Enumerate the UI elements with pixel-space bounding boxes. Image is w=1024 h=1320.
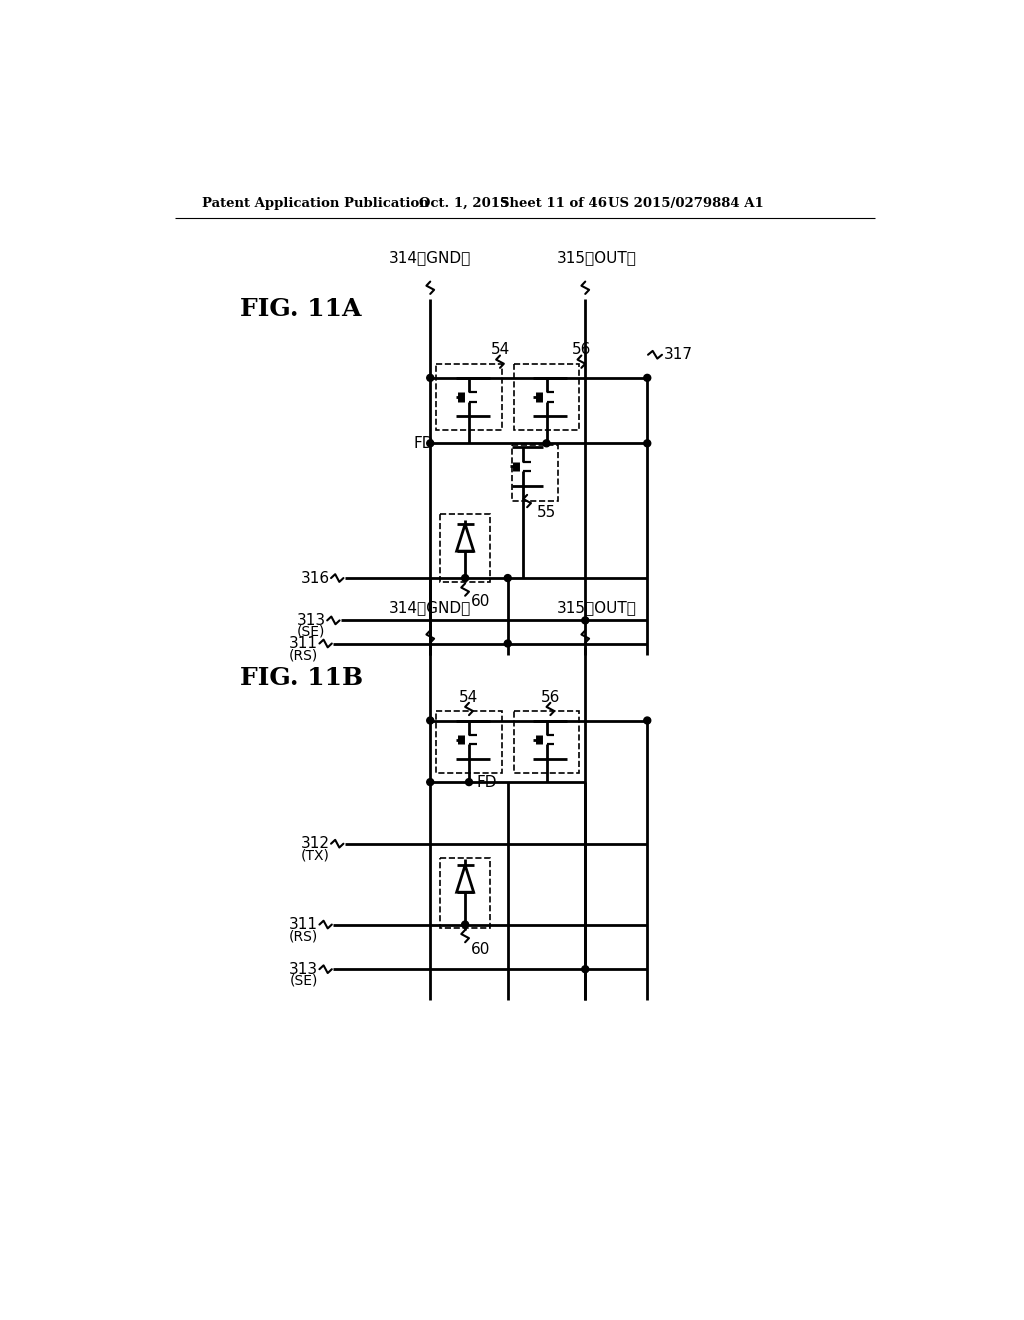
Text: 54: 54 bbox=[490, 342, 510, 356]
Circle shape bbox=[644, 440, 650, 446]
Circle shape bbox=[427, 375, 434, 381]
Bar bbox=[514, 711, 579, 774]
Text: 311: 311 bbox=[289, 917, 317, 932]
Text: (SE): (SE) bbox=[297, 624, 326, 639]
Bar bbox=[514, 364, 579, 430]
Text: FD: FD bbox=[414, 436, 434, 451]
Bar bbox=[436, 711, 502, 774]
Text: Oct. 1, 2015: Oct. 1, 2015 bbox=[419, 197, 509, 210]
Circle shape bbox=[462, 921, 469, 928]
Text: (TX): (TX) bbox=[301, 849, 330, 862]
Text: FIG. 11B: FIG. 11B bbox=[241, 667, 364, 690]
Text: US 2015/0279884 A1: US 2015/0279884 A1 bbox=[608, 197, 764, 210]
Text: 60: 60 bbox=[471, 941, 490, 957]
Bar bbox=[512, 445, 558, 502]
Text: 55: 55 bbox=[537, 506, 556, 520]
Polygon shape bbox=[457, 524, 474, 552]
Text: FD: FD bbox=[477, 775, 498, 789]
Text: 313: 313 bbox=[297, 612, 326, 628]
Text: 316: 316 bbox=[300, 570, 330, 586]
Text: (RS): (RS) bbox=[289, 929, 317, 942]
Bar bbox=[440, 858, 489, 928]
Text: 311: 311 bbox=[289, 636, 317, 651]
Text: 60: 60 bbox=[471, 594, 490, 610]
Circle shape bbox=[462, 574, 469, 582]
Text: 317: 317 bbox=[665, 347, 693, 362]
Text: 315（OUT）: 315（OUT） bbox=[557, 249, 637, 264]
Circle shape bbox=[582, 616, 589, 624]
Circle shape bbox=[504, 574, 511, 582]
Circle shape bbox=[644, 375, 650, 381]
Text: Patent Application Publication: Patent Application Publication bbox=[202, 197, 428, 210]
Text: Sheet 11 of 46: Sheet 11 of 46 bbox=[500, 197, 607, 210]
Text: 312: 312 bbox=[300, 836, 330, 851]
Text: 314（GND）: 314（GND） bbox=[389, 601, 471, 615]
Circle shape bbox=[427, 440, 434, 446]
Circle shape bbox=[504, 640, 511, 647]
Text: (SE): (SE) bbox=[290, 974, 317, 987]
Text: 56: 56 bbox=[541, 690, 560, 705]
Text: 54: 54 bbox=[460, 690, 478, 705]
Text: 315（OUT）: 315（OUT） bbox=[557, 601, 637, 615]
Text: (RS): (RS) bbox=[289, 648, 317, 663]
Circle shape bbox=[644, 717, 650, 723]
Bar bbox=[440, 515, 489, 582]
Text: 313: 313 bbox=[289, 962, 317, 977]
Text: 56: 56 bbox=[571, 342, 591, 356]
Text: FIG. 11A: FIG. 11A bbox=[241, 297, 361, 321]
Circle shape bbox=[582, 966, 589, 973]
Circle shape bbox=[543, 440, 550, 446]
Circle shape bbox=[427, 717, 434, 723]
Text: 314（GND）: 314（GND） bbox=[389, 249, 471, 264]
Circle shape bbox=[466, 779, 472, 785]
Bar bbox=[436, 364, 502, 430]
Circle shape bbox=[427, 779, 434, 785]
Polygon shape bbox=[457, 866, 474, 892]
